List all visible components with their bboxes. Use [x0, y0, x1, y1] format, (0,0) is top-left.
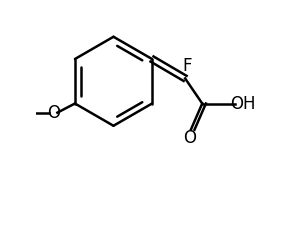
Text: OH: OH [231, 94, 256, 112]
Text: F: F [183, 57, 192, 75]
Text: O: O [183, 129, 196, 147]
Text: O: O [47, 104, 60, 122]
